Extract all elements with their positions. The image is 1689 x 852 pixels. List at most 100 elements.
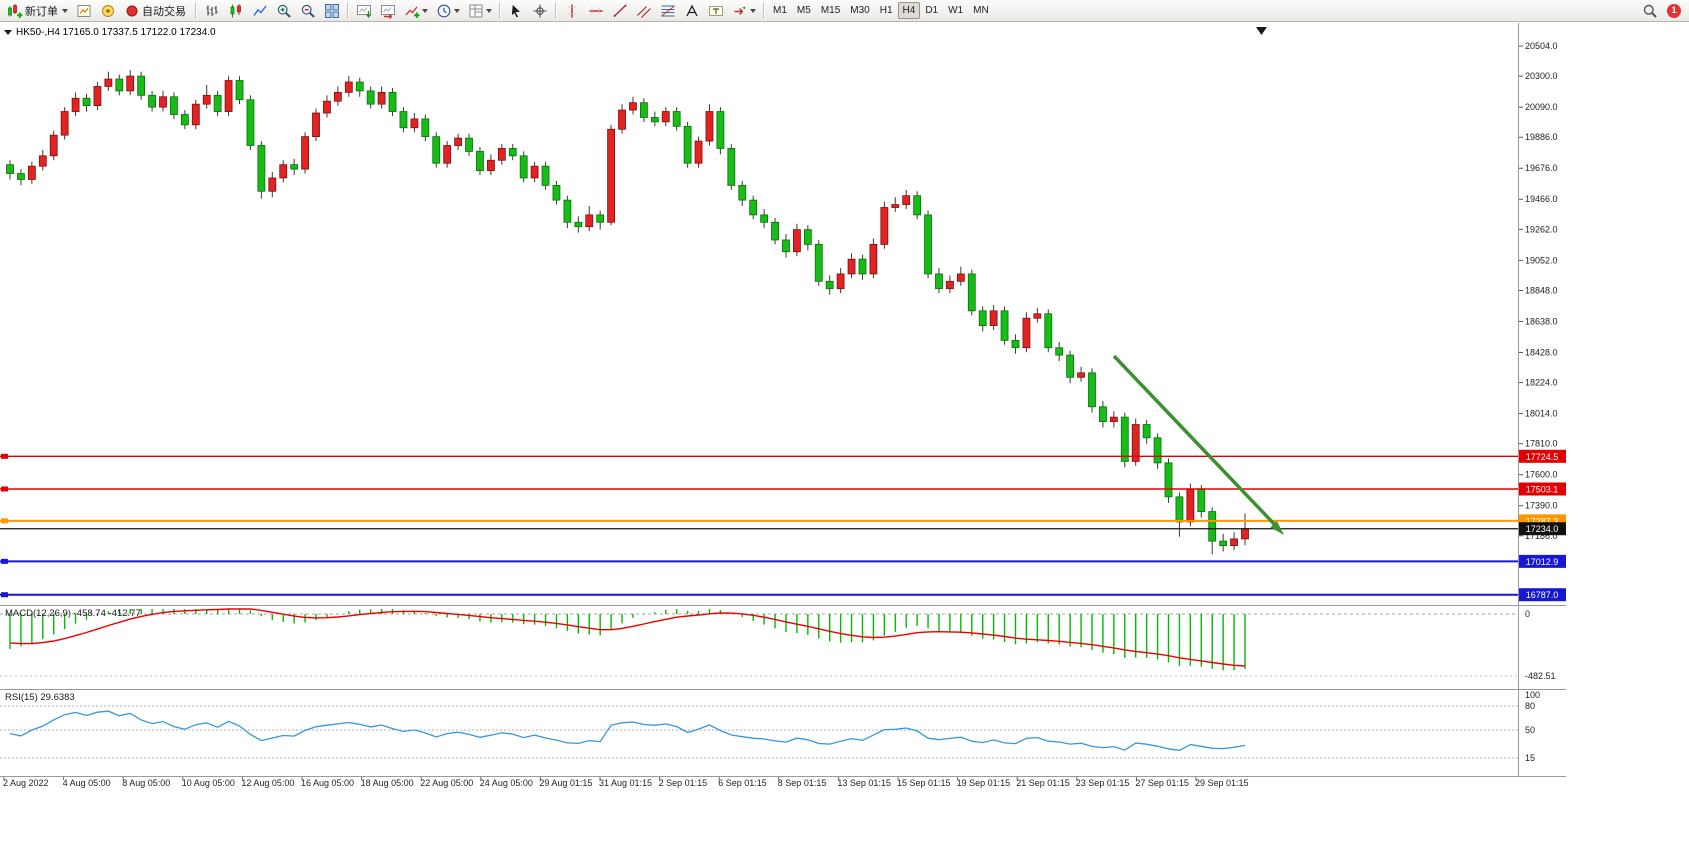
candle — [541, 165, 550, 186]
indicators-icon — [404, 3, 420, 19]
new-order-button[interactable]: 新订单 — [4, 0, 71, 21]
price-level-badge — [1519, 554, 1566, 568]
auto-scroll-button[interactable] — [353, 0, 375, 21]
candle — [530, 165, 539, 179]
candle — [902, 195, 911, 205]
candle — [257, 145, 266, 192]
fibonacci-button[interactable] — [657, 0, 679, 21]
price-tick-label: 17810.0 — [1525, 439, 1558, 449]
chart-window[interactable]: 20504.0 20300.0 20090.0 19886.0 19676.0 19466… — [0, 22, 1689, 852]
time-axis-label: 15 Sep 01:15 — [897, 778, 951, 788]
candle — [1088, 372, 1096, 408]
cursor-icon — [508, 3, 524, 19]
price-tick-label: 18428.0 — [1525, 347, 1558, 357]
candle — [1120, 416, 1129, 462]
candle — [661, 111, 670, 123]
time-axis-label: 8 Aug 05:00 — [122, 778, 170, 788]
horizontal-line-button[interactable] — [585, 0, 607, 21]
timeframe-H4-button[interactable]: H4 — [897, 2, 921, 19]
notifications-badge[interactable]: 1 — [1667, 3, 1681, 18]
price-tick-label: 18014.0 — [1525, 409, 1558, 419]
candle — [727, 148, 736, 186]
chart-area[interactable]: 20504.0 20300.0 20090.0 19886.0 19676.0 19466… — [0, 22, 1689, 852]
indicators-button[interactable] — [401, 0, 431, 21]
trendline-icon — [612, 3, 628, 19]
crosshair-button[interactable] — [529, 0, 551, 21]
chart-shift-marker[interactable] — [1256, 27, 1267, 35]
periods-button[interactable] — [433, 0, 463, 21]
tile-windows-button[interactable] — [321, 0, 343, 21]
candle — [82, 97, 91, 107]
candle — [323, 100, 331, 114]
time-axis-label: 29 Sep 01:15 — [1195, 778, 1249, 788]
template-icon — [468, 3, 484, 19]
time-axis-label: 31 Aug 01:15 — [599, 778, 652, 788]
channel-icon — [636, 3, 652, 19]
vertical-line-icon — [564, 3, 580, 19]
price-tick-label: 17600.0 — [1525, 470, 1558, 480]
new-chart-button[interactable] — [73, 0, 95, 21]
candle — [115, 78, 124, 92]
candle — [869, 244, 878, 275]
timeframe-H1-button[interactable]: H1 — [879, 5, 893, 16]
zoom-out-button[interactable] — [297, 0, 319, 21]
trendline-button[interactable] — [609, 0, 631, 21]
candle — [333, 91, 342, 102]
candle — [454, 137, 462, 146]
symbol-menu-icon[interactable] — [4, 30, 12, 35]
candle — [497, 148, 506, 161]
candle — [224, 80, 233, 112]
line-chart-button[interactable] — [249, 0, 271, 21]
text-label-button[interactable] — [705, 0, 727, 21]
price-axis[interactable]: 20504.0 20300.0 20090.0 19886.0 19676.0 19466… — [1518, 41, 1558, 541]
timeframe-W1-button[interactable]: W1 — [948, 5, 964, 16]
autotrading-button[interactable]: 自动交易 — [121, 0, 191, 21]
candle — [1197, 489, 1206, 513]
candle — [1077, 372, 1085, 378]
candle — [399, 111, 408, 129]
rsi-axis-label: 50 — [1525, 725, 1535, 735]
candle — [814, 244, 823, 282]
time-axis-label: 18 Aug 05:00 — [361, 778, 414, 788]
line-left-marker — [1, 592, 8, 598]
candle — [410, 118, 419, 129]
timeframe-D1-button[interactable]: D1 — [925, 5, 939, 16]
candlestick-chart-icon — [228, 3, 244, 19]
current-price-badge-label: 17234.0 — [1526, 524, 1559, 534]
candle — [6, 164, 14, 174]
price-tick-label: 20300.0 — [1525, 71, 1558, 81]
templates-button[interactable] — [465, 0, 495, 21]
timeframe-M5-button[interactable]: M5 — [796, 5, 811, 16]
candle — [268, 177, 277, 192]
cursor-button[interactable] — [505, 0, 527, 21]
profiles-button[interactable] — [97, 0, 119, 21]
trend-arrow-head — [1270, 521, 1284, 535]
timeframe-M15-button[interactable]: M15 — [820, 5, 841, 16]
timeframe-M30-button[interactable]: M30 — [850, 5, 870, 16]
trend-arrow[interactable] — [1112, 354, 1278, 528]
text-button[interactable] — [681, 0, 703, 21]
time-axis-label: 10 Aug 05:00 — [182, 778, 235, 788]
candle — [1000, 310, 1009, 341]
candle — [1011, 339, 1020, 349]
bar-chart-button[interactable] — [201, 0, 223, 21]
timeframe-M1-button[interactable]: M1 — [773, 5, 787, 16]
equidistant-channel-button[interactable] — [633, 0, 655, 21]
arrows-button[interactable] — [729, 0, 759, 21]
candle — [1022, 317, 1031, 349]
zoom-in-button[interactable] — [273, 0, 295, 21]
search-button[interactable] — [1639, 0, 1661, 21]
candle — [803, 229, 812, 245]
vertical-line-button[interactable] — [561, 0, 583, 21]
chart-title-text: HK50-,H4 17165.0 17337.5 17122.0 17234.0 — [16, 27, 216, 38]
price-tick-label: 18638.0 — [1525, 316, 1558, 326]
candle — [312, 112, 320, 138]
candlestick-chart-button[interactable] — [225, 0, 247, 21]
new-order-icon — [7, 3, 23, 19]
macd-signal-line — [9, 608, 1246, 667]
time-axis-label: 24 Aug 05:00 — [480, 778, 533, 788]
timeframe-MN-button[interactable]: MN — [973, 5, 989, 16]
chart-shift-button[interactable] — [377, 0, 399, 21]
price-tick-label: 19676.0 — [1525, 163, 1558, 173]
chart-shift-icon — [380, 3, 396, 19]
